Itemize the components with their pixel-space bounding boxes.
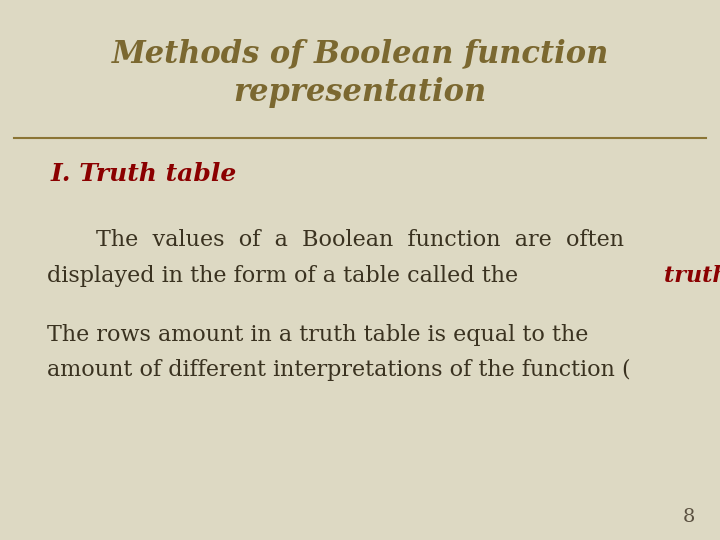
Text: displayed in the form of a table called the: displayed in the form of a table called …: [47, 265, 525, 287]
Text: The  values  of  a  Boolean  function  are  often: The values of a Boolean function are oft…: [96, 230, 624, 252]
Text: Methods of Boolean function
representation: Methods of Boolean function representati…: [112, 38, 608, 108]
Text: 8: 8: [683, 509, 695, 526]
Text: truth table: truth table: [664, 265, 720, 287]
Text: I. Truth table: I. Truth table: [50, 162, 237, 186]
Text: amount of different interpretations of the function (: amount of different interpretations of t…: [47, 359, 631, 381]
Text: The rows amount in a truth table is equal to the: The rows amount in a truth table is equa…: [47, 324, 588, 346]
